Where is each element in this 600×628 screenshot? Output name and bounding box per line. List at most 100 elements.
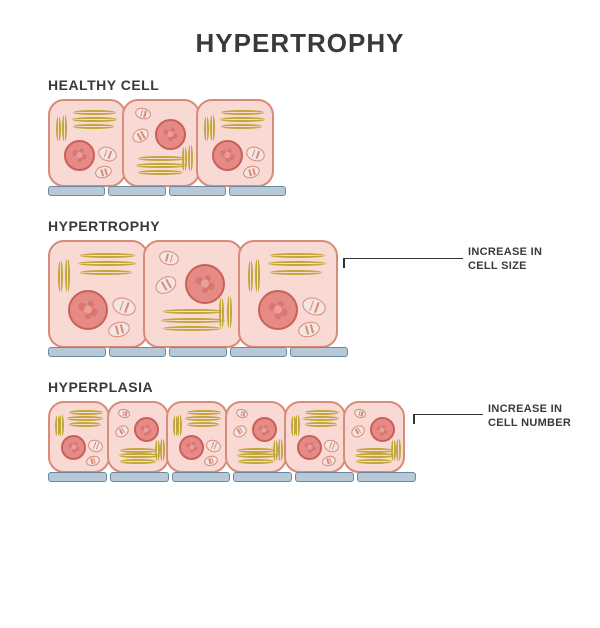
mitochondrion bbox=[97, 144, 119, 164]
mitochondrion bbox=[245, 144, 267, 164]
healthy-base bbox=[48, 186, 286, 196]
hyperplasia-label: HYPERPLASIA bbox=[48, 379, 600, 395]
endoplasmic-reticulum bbox=[391, 440, 396, 460]
endoplasmic-reticulum bbox=[160, 439, 165, 461]
endoplasmic-reticulum bbox=[80, 253, 135, 258]
endoplasmic-reticulum bbox=[177, 415, 182, 437]
endoplasmic-reticulum bbox=[221, 110, 264, 115]
mitochondrion bbox=[130, 126, 151, 146]
endoplasmic-reticulum bbox=[238, 459, 274, 464]
endoplasmic-reticulum bbox=[119, 453, 159, 458]
nucleus bbox=[258, 290, 298, 330]
endoplasmic-reticulum bbox=[163, 309, 223, 314]
cell bbox=[48, 240, 148, 348]
nucleus bbox=[134, 417, 159, 442]
endoplasmic-reticulum bbox=[138, 156, 185, 161]
mitochondrion bbox=[349, 423, 366, 439]
nucleus bbox=[64, 140, 95, 171]
cell bbox=[196, 99, 274, 187]
section-hypertrophy: HYPERTROPHY INCREASE IN CELL SIZE bbox=[48, 218, 600, 357]
mitochondrion bbox=[117, 407, 131, 419]
cell bbox=[122, 99, 200, 187]
basement-membrane-segment bbox=[357, 472, 416, 482]
mitochondrion bbox=[205, 438, 223, 454]
basement-membrane-segment bbox=[172, 472, 231, 482]
mitochondrion bbox=[242, 164, 262, 180]
basement-membrane-segment bbox=[230, 347, 288, 357]
endoplasmic-reticulum bbox=[204, 117, 209, 142]
diagram-title: HYPERTROPHY bbox=[0, 28, 600, 59]
nucleus bbox=[155, 119, 186, 150]
endoplasmic-reticulum bbox=[56, 117, 61, 142]
endoplasmic-reticulum bbox=[295, 415, 300, 437]
basement-membrane-segment bbox=[110, 472, 169, 482]
cell bbox=[343, 401, 405, 473]
endoplasmic-reticulum bbox=[73, 110, 116, 115]
mitochondrion bbox=[106, 319, 131, 339]
hypertrophy-label: HYPERTROPHY bbox=[48, 218, 600, 234]
endoplasmic-reticulum bbox=[120, 448, 157, 453]
nucleus bbox=[61, 435, 86, 460]
basement-membrane-segment bbox=[290, 347, 348, 357]
hypertrophy-callout-l1: INCREASE IN bbox=[468, 246, 542, 258]
cell bbox=[284, 401, 346, 473]
endoplasmic-reticulum bbox=[67, 416, 103, 421]
cell bbox=[48, 99, 126, 187]
endoplasmic-reticulum bbox=[220, 117, 265, 122]
basement-membrane-segment bbox=[233, 472, 292, 482]
nucleus bbox=[297, 435, 322, 460]
hypertrophy-callout-tick bbox=[343, 258, 345, 268]
cell bbox=[107, 401, 169, 473]
hypertrophy-callout-line bbox=[343, 258, 463, 259]
endoplasmic-reticulum bbox=[210, 115, 215, 141]
endoplasmic-reticulum bbox=[303, 416, 339, 421]
endoplasmic-reticulum bbox=[248, 261, 253, 291]
endoplasmic-reticulum bbox=[155, 440, 160, 460]
endoplasmic-reticulum bbox=[80, 270, 132, 275]
mitochondrion bbox=[158, 248, 181, 267]
endoplasmic-reticulum bbox=[255, 259, 260, 291]
hyperplasia-callout: INCREASE IN CELL NUMBER bbox=[488, 403, 571, 431]
endoplasmic-reticulum bbox=[227, 296, 232, 328]
endoplasmic-reticulum bbox=[59, 415, 64, 437]
section-healthy: HEALTHY CELL bbox=[48, 77, 600, 196]
basement-membrane-segment bbox=[169, 347, 227, 357]
basement-membrane-segment bbox=[48, 186, 105, 196]
endoplasmic-reticulum bbox=[185, 416, 221, 421]
cell bbox=[48, 401, 110, 473]
nucleus bbox=[252, 417, 277, 442]
endoplasmic-reticulum bbox=[270, 270, 322, 275]
mitochondrion bbox=[134, 106, 152, 121]
hypertrophy-callout-l2: CELL SIZE bbox=[468, 260, 527, 272]
endoplasmic-reticulum bbox=[187, 422, 219, 427]
basement-membrane-segment bbox=[295, 472, 354, 482]
nucleus bbox=[370, 417, 395, 442]
mitochondrion bbox=[85, 455, 101, 468]
endoplasmic-reticulum bbox=[238, 448, 275, 453]
healthy-cell-row bbox=[48, 99, 600, 187]
endoplasmic-reticulum bbox=[273, 440, 278, 460]
mitochondrion bbox=[94, 164, 114, 180]
endoplasmic-reticulum bbox=[305, 422, 337, 427]
cell bbox=[225, 401, 287, 473]
healthy-label: HEALTHY CELL bbox=[48, 77, 600, 93]
mitochondrion bbox=[235, 407, 249, 419]
endoplasmic-reticulum bbox=[78, 261, 136, 266]
basement-membrane-segment bbox=[48, 472, 107, 482]
endoplasmic-reticulum bbox=[72, 117, 117, 122]
endoplasmic-reticulum bbox=[356, 459, 392, 464]
nucleus bbox=[68, 290, 108, 330]
endoplasmic-reticulum bbox=[163, 326, 221, 331]
mitochondrion bbox=[231, 423, 248, 439]
nucleus bbox=[212, 140, 243, 171]
hypertrophy-base bbox=[48, 347, 348, 357]
hyperplasia-callout-l1: INCREASE IN bbox=[488, 403, 562, 415]
cell bbox=[166, 401, 228, 473]
endoplasmic-reticulum bbox=[305, 410, 339, 415]
endoplasmic-reticulum bbox=[221, 124, 262, 129]
endoplasmic-reticulum bbox=[268, 261, 326, 266]
hyperplasia-callout-l2: CELL NUMBER bbox=[488, 417, 571, 429]
basement-membrane-segment bbox=[109, 347, 167, 357]
mitochondrion bbox=[110, 295, 138, 319]
mitochondrion bbox=[296, 319, 321, 339]
